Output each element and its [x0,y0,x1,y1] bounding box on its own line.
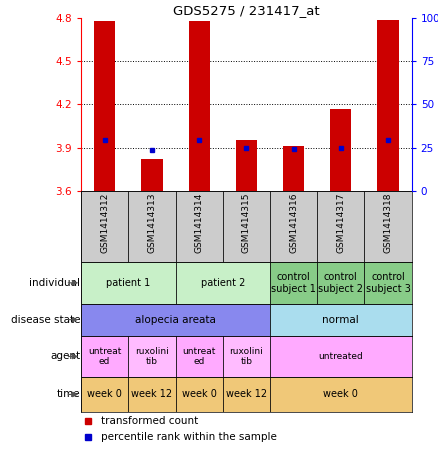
Bar [270,304,412,336]
Text: disease state: disease state [11,315,80,325]
Bar [128,191,176,262]
Bar [188,21,210,191]
Text: percentile rank within the sample: percentile rank within the sample [101,432,277,442]
Text: GSM1414314: GSM1414314 [194,193,204,253]
Bar [317,191,364,262]
Bar [223,191,270,262]
Bar [176,262,270,304]
Text: GSM1414317: GSM1414317 [336,193,345,253]
Bar [317,262,364,304]
Bar [364,191,412,262]
Bar [94,21,115,191]
Bar [81,262,176,304]
Text: patient 2: patient 2 [201,278,245,288]
Text: GSM1414315: GSM1414315 [242,193,251,253]
Bar [270,191,317,262]
Text: untreat
ed: untreat ed [88,347,121,366]
Text: agent: agent [50,352,80,361]
Bar [176,377,223,412]
Text: transformed count: transformed count [101,416,198,426]
Bar [128,336,176,377]
Text: time: time [57,390,80,400]
Text: control
subject 2: control subject 2 [318,272,364,294]
Text: patient 1: patient 1 [106,278,150,288]
Text: untreat
ed: untreat ed [183,347,216,366]
Text: GSM1414313: GSM1414313 [148,193,156,253]
Bar [176,191,223,262]
Text: GSM1414316: GSM1414316 [289,193,298,253]
Bar [283,146,304,191]
Text: week 0: week 0 [323,390,358,400]
Bar [330,109,351,191]
Text: GSM1414318: GSM1414318 [384,193,392,253]
Bar [141,159,162,191]
Bar [223,377,270,412]
Text: ruxolini
tib: ruxolini tib [230,347,263,366]
Text: GSM1414312: GSM1414312 [100,193,109,253]
Text: individual: individual [29,278,80,288]
Bar [81,304,270,336]
Text: week 0: week 0 [182,390,216,400]
Text: normal: normal [322,315,359,325]
Bar [81,336,128,377]
Text: control
subject 1: control subject 1 [271,272,316,294]
Text: ruxolini
tib: ruxolini tib [135,347,169,366]
Bar [378,19,399,191]
Bar [270,377,412,412]
Bar [81,191,128,262]
Text: alopecia areata: alopecia areata [135,315,216,325]
Text: week 0: week 0 [87,390,122,400]
Bar [236,140,257,191]
Bar [364,262,412,304]
Text: week 12: week 12 [131,390,173,400]
Bar [128,377,176,412]
Text: control
subject 3: control subject 3 [366,272,410,294]
Bar [223,336,270,377]
Bar [176,336,223,377]
Text: week 12: week 12 [226,390,267,400]
Text: untreated: untreated [318,352,363,361]
Bar [270,336,412,377]
Bar [81,377,128,412]
Title: GDS5275 / 231417_at: GDS5275 / 231417_at [173,4,320,17]
Bar [270,262,317,304]
